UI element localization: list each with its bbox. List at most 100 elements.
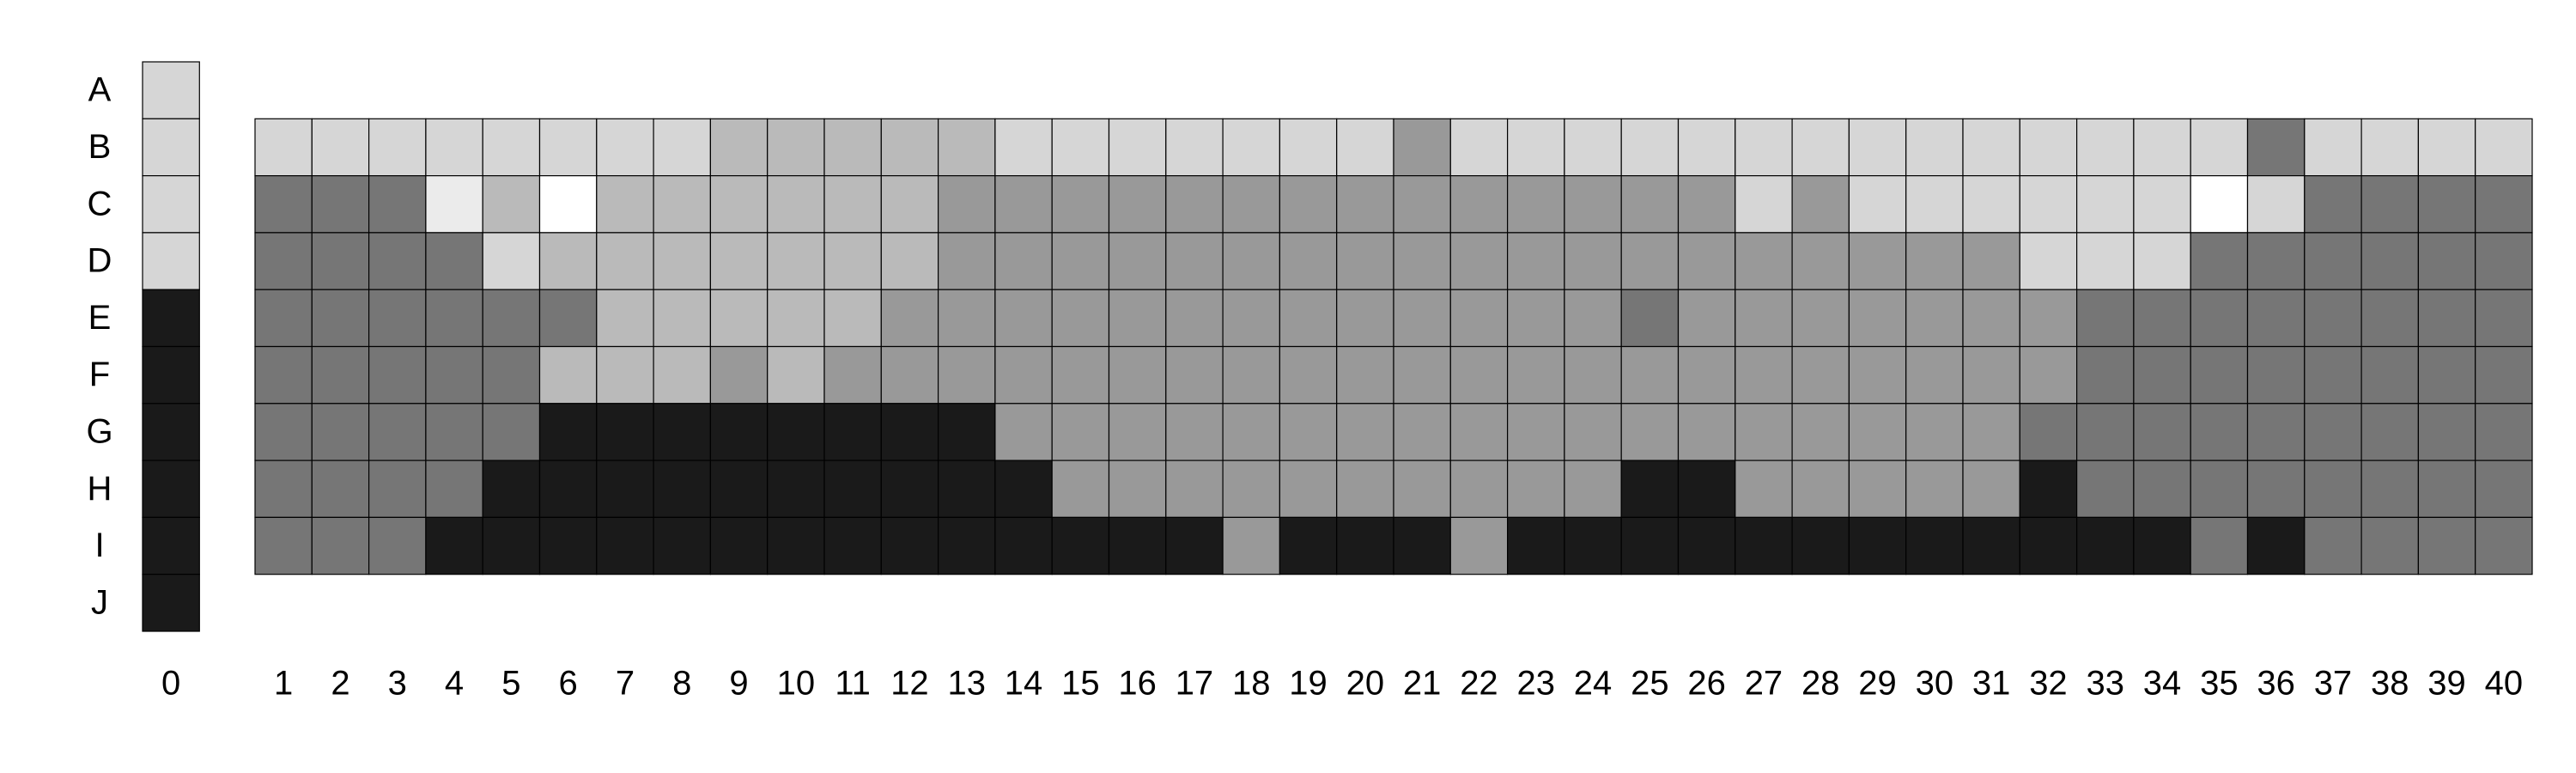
heatmap-cell [1905, 345, 1964, 405]
heatmap-cell [1165, 460, 1224, 518]
heatmap-cell [1620, 516, 1680, 575]
col-label: 2 [331, 665, 349, 703]
heatmap-cell [1677, 289, 1736, 348]
heatmap-cell [2076, 175, 2135, 234]
heatmap-cell [880, 460, 939, 518]
heatmap-cell [1336, 460, 1394, 518]
heatmap-cell [1564, 403, 1622, 461]
col-label: 17 [1176, 665, 1214, 703]
heatmap-cell [1962, 460, 2020, 518]
col-label: 12 [890, 665, 929, 703]
heatmap-cell [482, 345, 541, 405]
heatmap-cell [482, 232, 541, 290]
heatmap-cell [2417, 345, 2476, 405]
heatmap-cell [2360, 403, 2420, 461]
heatmap-cell [2475, 345, 2533, 405]
heatmap-cell [2360, 289, 2420, 348]
heatmap-cell [596, 118, 654, 177]
heatmap-cell [1393, 118, 1451, 177]
heatmap-cell [2019, 403, 2078, 461]
heatmap-cell [653, 175, 711, 234]
heatmap-cell [1677, 118, 1736, 177]
col-label: 29 [1858, 665, 1897, 703]
heatmap-cell [2019, 460, 2078, 518]
heatmap-cell [937, 232, 996, 290]
heatmap-cell [2133, 175, 2191, 234]
heatmap-cell [1905, 175, 1964, 234]
heatmap-cell [425, 460, 483, 518]
heatmap-cell [767, 232, 825, 290]
heatmap-cell [1677, 232, 1736, 290]
heatmap-cell [1564, 175, 1622, 234]
heatmap-cell [1506, 403, 1565, 461]
heatmap-cell [2360, 232, 2420, 290]
heatmap-cell [2304, 118, 2362, 177]
heatmap-cell [1905, 516, 1964, 575]
heatmap-cell [709, 289, 769, 348]
heatmap-cell [425, 175, 483, 234]
heatmap-cell [994, 516, 1053, 575]
heatmap-cell [2133, 516, 2191, 575]
heatmap-cell [2133, 403, 2191, 461]
heatmap-cell [1962, 232, 2020, 290]
heatmap-cell [1735, 516, 1793, 575]
heatmap-cell [482, 175, 541, 234]
heatmap-cell [1279, 289, 1338, 348]
heatmap-cell [2019, 175, 2078, 234]
heatmap-cell [1393, 403, 1451, 461]
heatmap-cell [2190, 289, 2249, 348]
col-label: 18 [1232, 665, 1271, 703]
heatmap-cell [1677, 403, 1736, 461]
heatmap-cell [994, 403, 1053, 461]
column-labels: 0 1 2 3 4 5 6 7 8 9 10 11 12 13 14 15 16 17 18 19 20 21 22 23 24… [161, 665, 2523, 703]
heatmap-cell [2360, 516, 2420, 575]
heatmap-cell [368, 118, 427, 177]
heatmap-cell [767, 460, 825, 518]
heatmap-cell [1222, 460, 1280, 518]
heatmap-cell [142, 574, 200, 632]
heatmap-cell [2475, 118, 2533, 177]
heatmap-cell [1336, 118, 1394, 177]
heatmap-cell [311, 289, 370, 348]
heatmap-cell [1222, 232, 1280, 290]
heatmap-cell [1165, 516, 1224, 575]
heatmap-cell [2475, 460, 2533, 518]
col-label: 11 [835, 665, 871, 703]
heatmap-cell [1791, 118, 1850, 177]
heatmap-cell [1051, 118, 1110, 177]
heatmap-cell [937, 345, 996, 405]
heatmap-cell [368, 345, 427, 405]
heatmap-cell [1905, 460, 1964, 518]
heatmap-cell [1848, 516, 1907, 575]
heatmap-cell [2190, 345, 2249, 405]
heatmap-cell [994, 289, 1053, 348]
col-label: 14 [1005, 665, 1043, 703]
heatmap-cell [1848, 345, 1907, 405]
heatmap-cell [368, 232, 427, 290]
heatmap-cell [254, 516, 313, 575]
heatmap-cell [2246, 516, 2306, 575]
heatmap-cell [1051, 516, 1110, 575]
col-label: 33 [2087, 665, 2125, 703]
heatmap-cell [2133, 460, 2191, 518]
heatmap-cell [2246, 345, 2306, 405]
heatmap-cell [2190, 460, 2249, 518]
heatmap-cell [1108, 516, 1167, 575]
heatmap-cell [1051, 345, 1110, 405]
heatmap-cell [2133, 289, 2191, 348]
heatmap-cell [1848, 403, 1907, 461]
heatmap-cell [1905, 232, 1964, 290]
col-label: 38 [2371, 665, 2409, 703]
heatmap-cell [368, 175, 427, 234]
heatmap-cell [2076, 118, 2135, 177]
heatmap-cell [1506, 460, 1565, 518]
heatmap-cell [538, 460, 598, 518]
heatmap-cell [368, 403, 427, 461]
heatmap-cell [425, 345, 483, 405]
heatmap-cell [596, 460, 654, 518]
heatmap-cell [1393, 175, 1451, 234]
heatmap-cell [596, 289, 654, 348]
heatmap-cell [538, 516, 598, 575]
heatmap-cell [1848, 460, 1907, 518]
heatmap-cell [1165, 118, 1224, 177]
